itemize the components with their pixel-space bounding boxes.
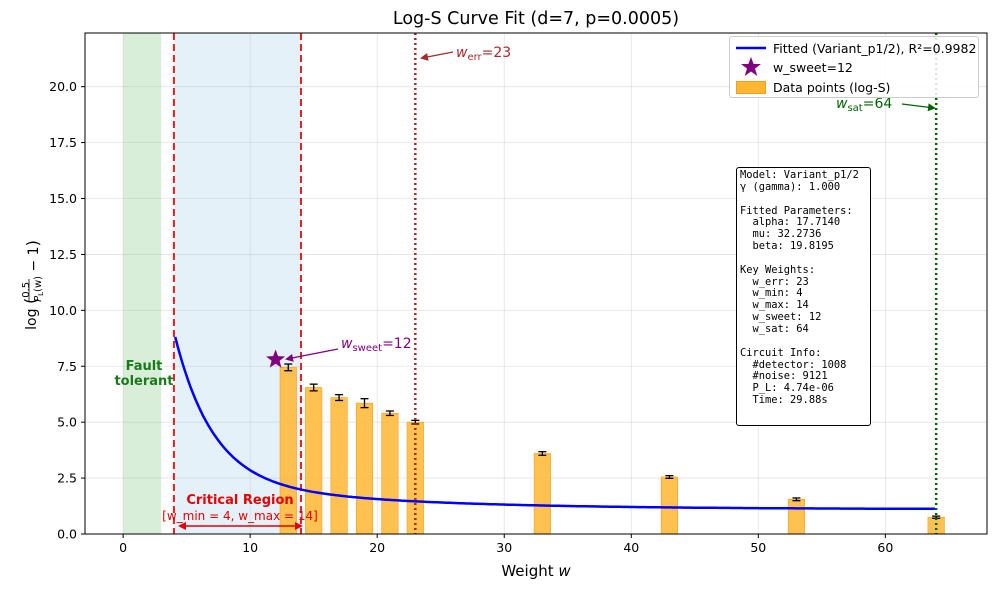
vlines-layer xyxy=(172,33,938,534)
regions-layer xyxy=(123,33,301,534)
x-tick-label: 0 xyxy=(119,540,127,555)
info-line: w_sweet: 12 xyxy=(740,311,822,324)
info-line xyxy=(740,194,870,206)
x-tick-label: 10 xyxy=(242,540,258,555)
info-line: γ (gamma): 1.000 xyxy=(740,180,841,193)
legend-label-fit: Fitted (Variant_p1/2), R²=0.9982 xyxy=(773,40,977,56)
y-tick-label: 12.5 xyxy=(49,247,77,262)
x-tick-label: 30 xyxy=(496,540,512,555)
info-line: Key Weights: xyxy=(740,263,816,276)
legend-item-data: Data points (log-S) xyxy=(730,77,890,97)
info-line: w_err: 23 xyxy=(740,275,809,288)
svg-text:werr=23: werr=23 xyxy=(456,45,511,63)
y-tick-label: 2.5 xyxy=(57,471,77,486)
info-line xyxy=(740,336,870,348)
marker-layer xyxy=(266,349,286,368)
fit-info-box: Model: Variant_p1/2 γ (gamma): 1.000 Fitt… xyxy=(736,167,871,426)
y-tick-label: 10.0 xyxy=(49,303,77,318)
region-label-critical: Critical Region xyxy=(186,493,293,508)
ticks-layer: 0 10 20 30 40 50 60 0.0 2.5 5.0 7.5 10.0 12.5 15.0 17.… xyxy=(49,79,893,555)
info-line: w_min: 4 xyxy=(740,287,803,300)
info-line: #noise: 9121 xyxy=(740,370,828,383)
annotation-w-sweet: wsweet=12 xyxy=(285,336,412,362)
y-tick-label: 17.5 xyxy=(49,135,77,150)
region-label-fault-line2: tolerant xyxy=(114,374,173,389)
x-axis-label: Weight w xyxy=(501,562,571,580)
info-line xyxy=(740,253,870,265)
y-tick-label: 20.0 xyxy=(49,79,77,94)
y-axis-label: log (0.5PL(w) − 1) xyxy=(21,240,45,330)
legend-label-data: Data points (log-S) xyxy=(773,79,891,95)
plot-frame xyxy=(84,32,988,535)
curve-layer xyxy=(173,336,935,511)
info-line: w_max: 14 xyxy=(740,299,809,312)
region-label-fault-line1: Fault xyxy=(126,359,163,374)
data-bar xyxy=(660,476,678,534)
svg-text:Weight w: Weight w xyxy=(501,562,571,580)
x-tick-label: 20 xyxy=(369,540,385,555)
info-line: beta: 19.8195 xyxy=(740,240,834,253)
data-bar xyxy=(381,412,399,534)
info-line: alpha: 17.7140 xyxy=(740,216,841,229)
y-tick-label: 15.0 xyxy=(49,191,77,206)
info-line: Model: Variant_p1/2 xyxy=(740,169,859,181)
legend-item-fit: Fitted (Variant_p1/2), R²=0.9982 xyxy=(730,38,976,58)
y-tick-label: 5.0 xyxy=(57,415,77,430)
region-sublabel-critical: [w_min = 4, w_max = 14] xyxy=(162,509,318,523)
info-line: P_L: 4.74e-06 xyxy=(740,382,834,395)
svg-text:log (0.5PL(w) − 1): log (0.5PL(w) − 1) xyxy=(21,240,45,330)
svg-text:wsweet=12: wsweet=12 xyxy=(341,336,412,354)
data-bar xyxy=(533,453,551,534)
legend-label-sweet: w_sweet=12 xyxy=(773,59,853,75)
legend-item-sweet: w_sweet=12 xyxy=(730,57,853,77)
info-line: Fitted Parameters: xyxy=(740,204,853,217)
chart-title: Log-S Curve Fit (d=7, p=0.0005) xyxy=(393,9,679,29)
info-line: Time: 29.88s xyxy=(740,394,828,407)
info-line: w_sat: 64 xyxy=(740,322,809,335)
x-tick-label: 60 xyxy=(877,540,893,555)
fit-curve-line xyxy=(173,336,935,511)
legend: Fitted (Variant_p1/2), R²=0.9982 w_sweet… xyxy=(729,36,979,98)
svg-text:wsat=64: wsat=64 xyxy=(836,96,892,114)
star-icon xyxy=(741,57,761,76)
y-tick-label: 7.5 xyxy=(57,359,77,374)
x-tick-label: 50 xyxy=(750,540,766,555)
y-tick-label: 0.0 xyxy=(57,527,77,542)
annotation-w-err: werr=23 xyxy=(420,45,511,63)
info-line: mu: 32.2736 xyxy=(740,228,822,241)
info-line: #detector: 1008 xyxy=(740,358,847,371)
data-bar xyxy=(355,402,374,534)
data-bar xyxy=(330,397,348,534)
info-line: Circuit Info: xyxy=(740,346,822,359)
data-bar xyxy=(787,499,805,534)
x-tick-label: 40 xyxy=(623,540,639,555)
sweet-spot-star-icon xyxy=(266,349,286,368)
region-fault-tolerant xyxy=(123,33,162,534)
annotation-w-sat: wsat=64 xyxy=(836,96,936,114)
